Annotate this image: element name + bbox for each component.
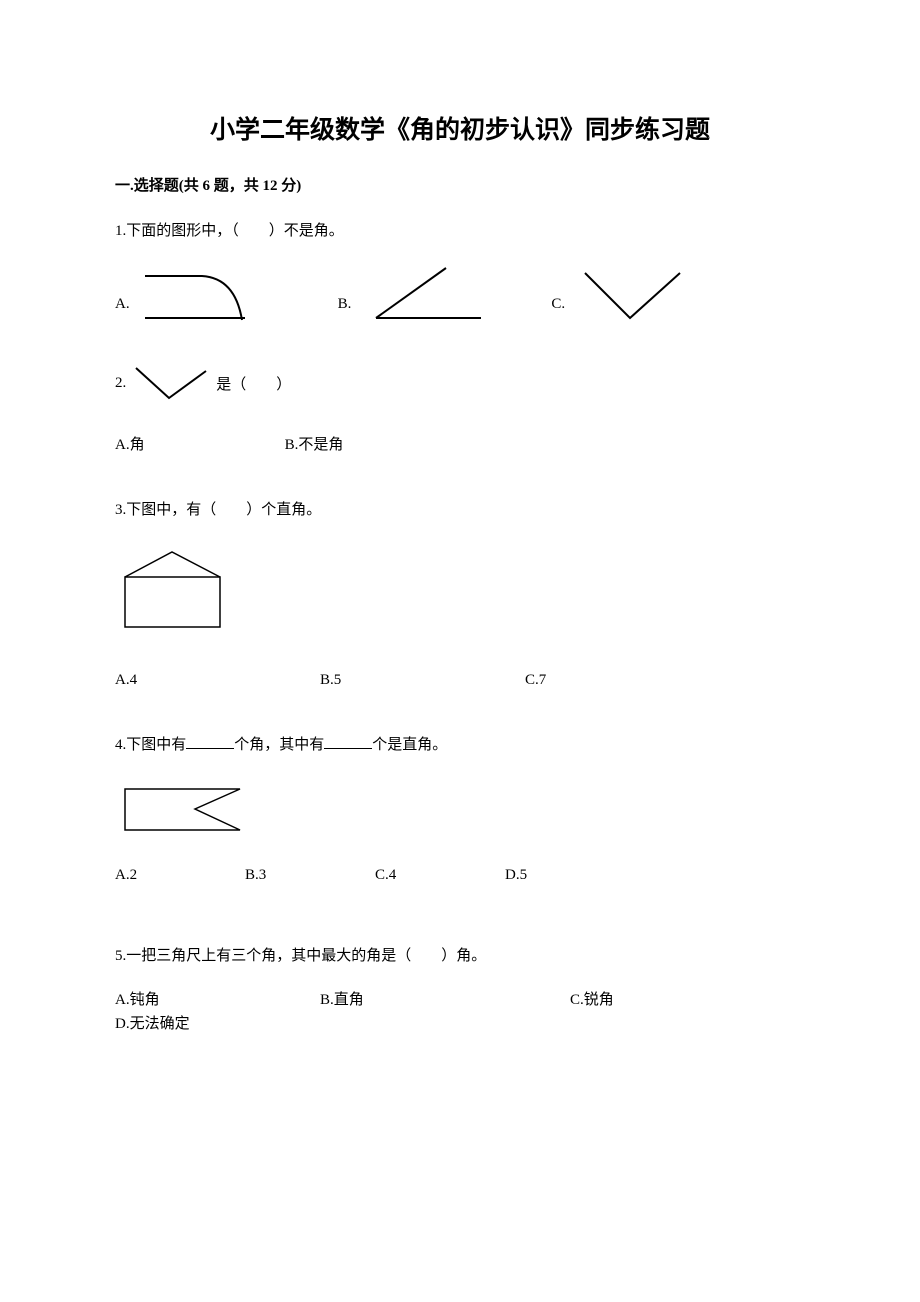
q2-figure [131, 363, 211, 403]
q2-options: A.角 B.不是角 [115, 433, 805, 454]
q4-opt-b: B.3 [245, 867, 375, 884]
q5-opt-c: C.锐角 [570, 988, 755, 1012]
q3-figure-wrap [115, 547, 805, 632]
q4-figure-wrap [115, 782, 805, 837]
q5-text: 5.一把三角尺上有三个角，其中最大的角是（ ）角。 [115, 944, 805, 968]
q4-blank-1 [186, 734, 234, 749]
q5-options: A.钝角 B.直角 C.锐角 D.无法确定 [115, 988, 805, 1036]
q1-figure-c [575, 268, 685, 323]
q1-opt-a-label: A. [115, 296, 130, 313]
q1-option-c: C. [551, 268, 685, 323]
page-title: 小学二年级数学《角的初步认识》同步练习题 [115, 110, 805, 146]
q2-opt-a: A.角 [115, 433, 145, 454]
q3-text: 3.下图中，有（ ）个直角。 [115, 498, 805, 522]
q4-opt-c: C.4 [375, 867, 505, 884]
q5-opt-a: A.钝角 [115, 988, 320, 1012]
q4-options: A.2 B.3 C.4 D.5 [115, 867, 805, 884]
q2-suffix: 是（ ） [216, 373, 291, 394]
q4-blank-2 [324, 734, 372, 749]
q2-row: 2. 是（ ） [115, 363, 805, 403]
q3-opt-c: C.7 [525, 672, 546, 689]
q1-text: 1.下面的图形中，（ ）不是角。 [115, 219, 805, 243]
q1-option-a: A. [115, 268, 248, 323]
q1-opt-b-label: B. [338, 296, 352, 313]
q5-opt-b: B.直角 [320, 988, 570, 1012]
q5-opt-d: D.无法确定 [115, 1012, 190, 1036]
q4-mid: 个角，其中有 [234, 737, 324, 753]
q1-option-b: B. [338, 263, 487, 323]
q1-opt-c-label: C. [551, 296, 565, 313]
q4-opt-a: A.2 [115, 867, 245, 884]
q4-opt-d: D.5 [505, 867, 635, 884]
q4-suffix: 个是直角。 [372, 737, 447, 753]
section-header: 一.选择题(共 6 题，共 12 分) [115, 174, 805, 195]
q2-opt-b: B.不是角 [285, 433, 344, 454]
q3-opt-b: B.5 [320, 672, 525, 689]
q1-figure-b [361, 263, 486, 323]
q1-options: A. B. C. [115, 263, 805, 323]
q4-figure [115, 782, 245, 837]
q3-options: A.4 B.5 C.7 [115, 672, 805, 689]
q3-opt-a: A.4 [115, 672, 320, 689]
q3-figure [115, 547, 230, 632]
q2-prefix: 2. [115, 375, 126, 392]
q1-figure-a [140, 268, 248, 323]
q4-prefix: 4.下图中有 [115, 737, 186, 753]
q4-text: 4.下图中有 个角，其中有 个是直角。 [115, 733, 805, 757]
